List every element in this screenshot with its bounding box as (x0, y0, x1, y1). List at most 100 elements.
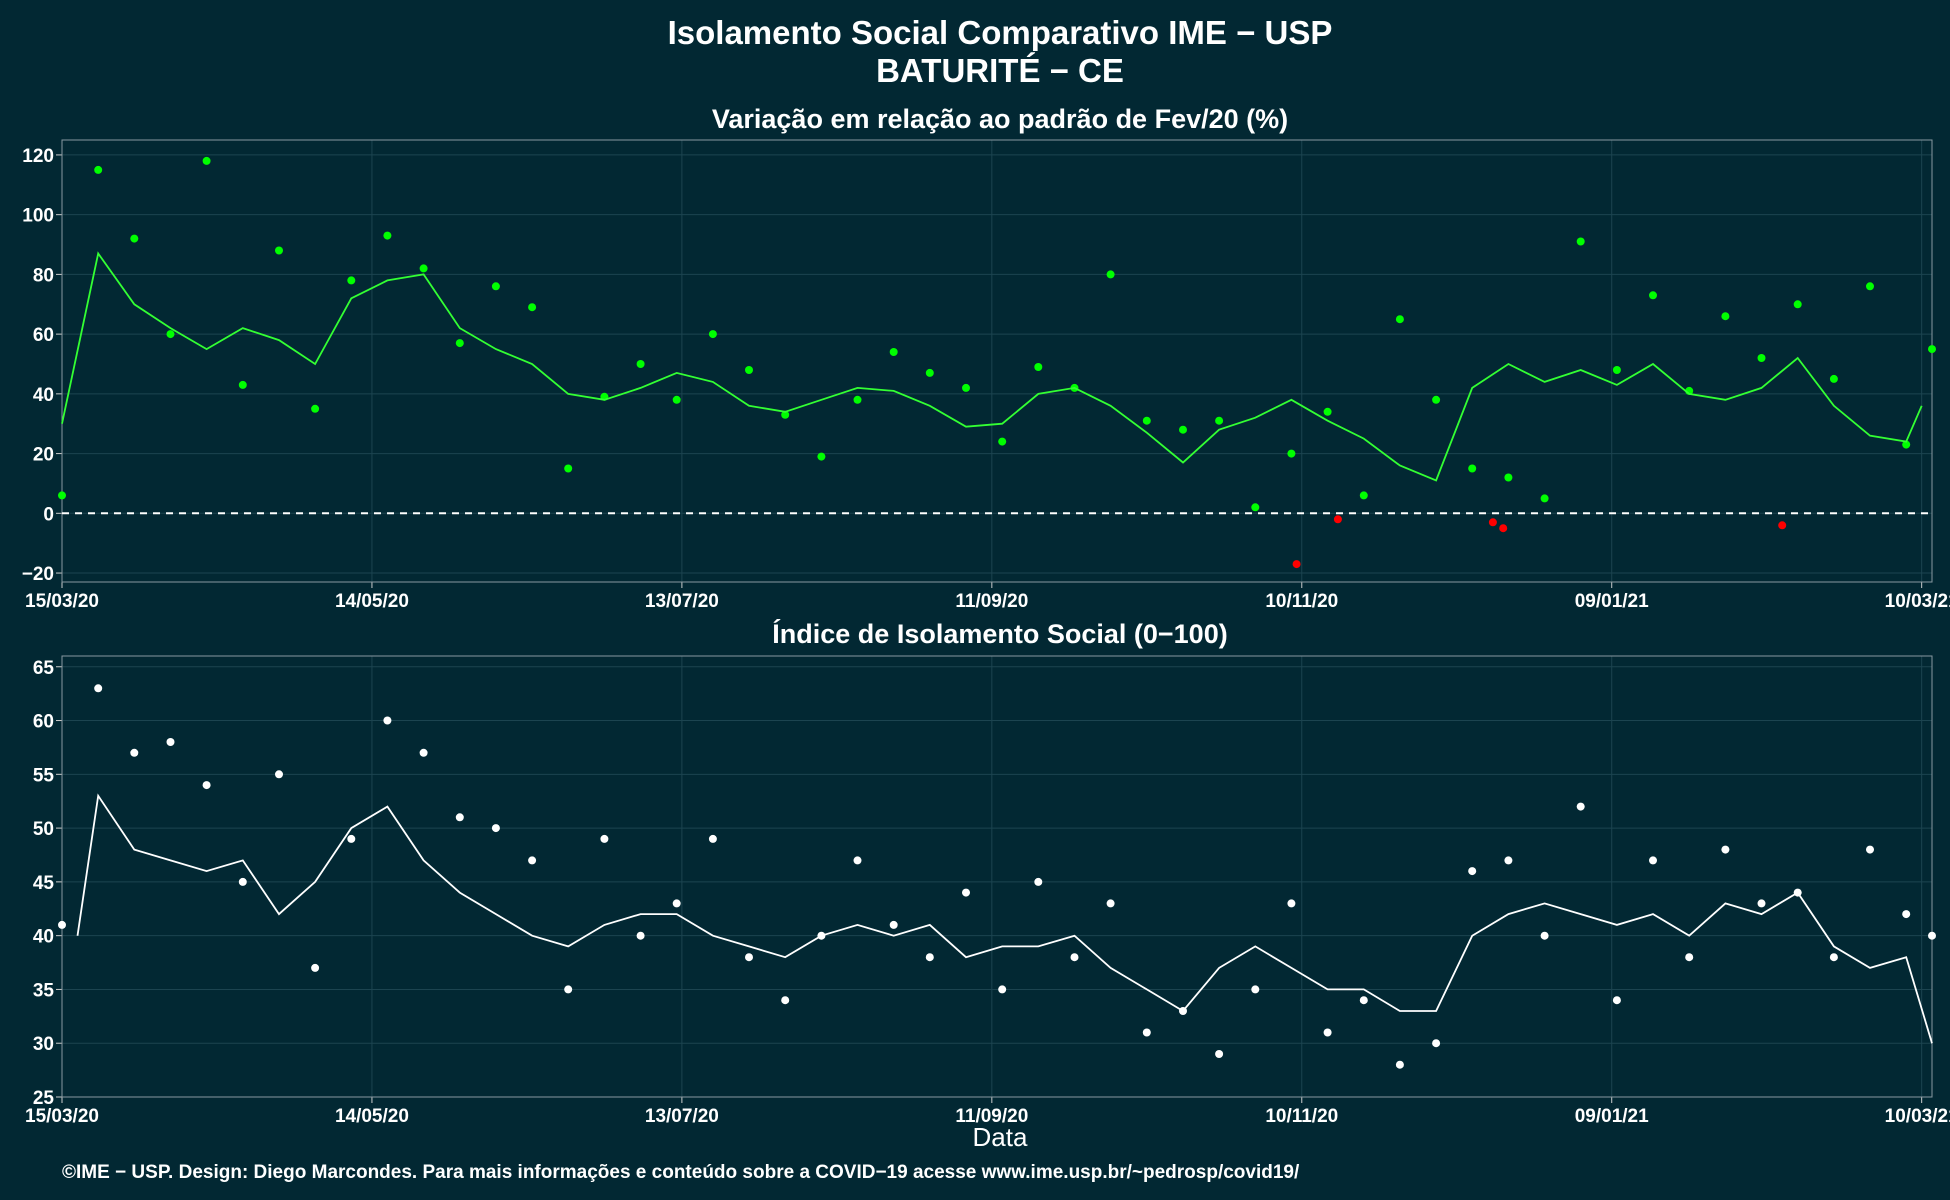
index-data-point (1106, 899, 1115, 908)
variation-moving-average-line (61, 251, 1923, 482)
index-data-point (1829, 953, 1838, 962)
variation-data-point (166, 330, 175, 339)
variation-data-point (58, 491, 66, 500)
index-data-point (1034, 877, 1043, 886)
index-data-point (889, 920, 898, 929)
variation-data-point (1142, 416, 1151, 425)
variation-negative-point (1488, 518, 1497, 527)
variation-x-tick-label: 10/11/20 (1265, 591, 1338, 612)
index-data-point (1359, 996, 1368, 1005)
index-data-point (1251, 985, 1260, 994)
variation-data-point (94, 165, 103, 174)
variation-data-point (275, 246, 283, 255)
index-data-point (1866, 845, 1874, 854)
index-data-point (383, 716, 392, 725)
index-data-point (1928, 931, 1936, 940)
index-data-point (528, 856, 537, 865)
index-data-point (1902, 910, 1911, 919)
index-data-point (1323, 1028, 1332, 1037)
variation-y-tick-label: 0 (43, 504, 54, 525)
variation-y-tick-label: 100 (22, 206, 54, 227)
variation-data-point (889, 348, 898, 356)
index-data-point (347, 834, 356, 843)
index-data-point (1757, 899, 1766, 908)
index-data-point (564, 985, 573, 994)
variation-data-point (1359, 491, 1368, 500)
variation-data-point (925, 368, 934, 377)
index-data-point (419, 748, 428, 757)
variation-data-point (1902, 440, 1911, 449)
index-data-point (1612, 996, 1621, 1005)
index-y-tick-label: 25 (33, 1088, 55, 1109)
index-data-point (311, 963, 320, 972)
variation-y-tick-label: 80 (33, 265, 54, 286)
variation-data-point (1504, 473, 1513, 482)
variation-data-point (1576, 237, 1585, 246)
variation-data-point (419, 264, 428, 273)
index-data-point (1504, 856, 1513, 865)
index-data-point (1142, 1028, 1151, 1037)
variation-data-point (1323, 407, 1332, 416)
variation-data-point (1612, 366, 1621, 374)
index-x-tick-label: 14/05/20 (335, 1106, 409, 1127)
index-data-point (202, 781, 211, 790)
variation-data-point (383, 231, 392, 240)
index-data-point (708, 834, 717, 843)
index-x-tick-label: 13/07/20 (645, 1106, 719, 1127)
variation-data-point (455, 339, 464, 348)
index-data-point (1395, 1060, 1404, 1069)
index-data-point (1215, 1050, 1224, 1058)
variation-data-point (1721, 312, 1730, 321)
chart-title-line1: Isolamento Social Comparativo IME − USP (668, 14, 1333, 51)
variation-x-tick-label: 11/09/20 (955, 591, 1028, 612)
panel2-title: Índice de Isolamento Social (0−100) (772, 618, 1227, 649)
variation-data-point (1757, 354, 1766, 362)
variation-y-tick-label: −20 (22, 564, 54, 585)
variation-data-point (347, 276, 356, 285)
index-data-point (1070, 953, 1079, 962)
variation-data-point (1928, 345, 1936, 354)
variation-data-point (745, 366, 753, 374)
variation-negative-point (1333, 515, 1342, 524)
variation-data-point (528, 303, 537, 312)
index-data-point (455, 813, 464, 822)
variation-data-point (1540, 494, 1549, 503)
index-y-tick-label: 30 (33, 1034, 54, 1055)
variation-data-point (1106, 270, 1115, 279)
index-data-point (238, 877, 247, 886)
variation-data-point (672, 395, 681, 404)
index-data-point (600, 834, 609, 843)
variation-data-point (1649, 291, 1657, 300)
index-data-point (58, 920, 66, 929)
index-data-point (1287, 899, 1296, 908)
index-y-tick-label: 60 (33, 712, 54, 733)
variation-data-point (1287, 449, 1296, 458)
variation-y-tick-label: 40 (33, 385, 54, 406)
index-data-point (1432, 1039, 1441, 1048)
index-data-point (275, 770, 283, 779)
x-axis-label: Data (973, 1122, 1028, 1152)
index-data-point (1540, 931, 1549, 940)
variation-negative-point (1499, 524, 1508, 533)
index-data-point (1721, 845, 1730, 854)
variation-data-point (853, 395, 862, 404)
index-y-tick-label: 35 (33, 980, 55, 1001)
variation-data-point (962, 383, 970, 392)
index-y-tick-label: 65 (33, 658, 55, 679)
index-x-tick-label: 09/01/21 (1575, 1106, 1649, 1127)
variation-plot-frame (61, 139, 1933, 583)
index-moving-average-line (76, 793, 1933, 1044)
variation-x-tick-label: 14/05/20 (335, 591, 409, 612)
index-data-point (94, 684, 103, 693)
variation-data-point (1395, 315, 1404, 324)
index-y-tick-label: 50 (33, 819, 54, 840)
variation-negative-point (1292, 560, 1301, 569)
index-plot-frame (61, 655, 1933, 1098)
variation-data-point (130, 234, 139, 243)
index-data-point (1685, 953, 1694, 962)
variation-data-point (708, 330, 717, 339)
index-x-tick-label: 11/09/20 (955, 1106, 1028, 1127)
index-data-point (853, 856, 862, 865)
